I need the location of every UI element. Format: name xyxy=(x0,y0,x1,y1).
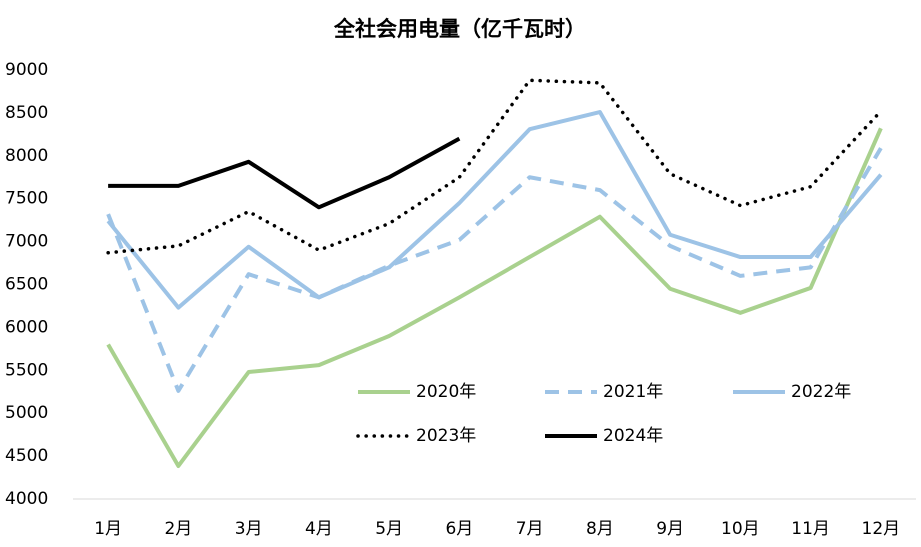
legend-label: 2023年 xyxy=(416,426,476,446)
y-tick-label: 6500 xyxy=(5,275,48,295)
y-tick-label: 9000 xyxy=(5,60,48,80)
y-tick-label: 8000 xyxy=(5,146,48,166)
chart-title: 全社会用电量（亿千瓦时） xyxy=(333,17,586,41)
x-tick-label: 10月 xyxy=(721,519,760,539)
x-tick-label: 6月 xyxy=(445,519,473,539)
y-tick-label: 4500 xyxy=(5,446,48,466)
y-tick-label: 7000 xyxy=(5,232,48,252)
legend-label: 2022年 xyxy=(791,382,851,402)
legend-label: 2020年 xyxy=(416,382,476,402)
x-tick-label: 12月 xyxy=(862,519,901,539)
y-tick-label: 8500 xyxy=(5,103,48,123)
y-tick-label: 7500 xyxy=(5,189,48,209)
x-tick-label: 3月 xyxy=(235,519,263,539)
y-tick-label: 5500 xyxy=(5,360,48,380)
y-tick-label: 5000 xyxy=(5,403,48,423)
x-tick-label: 2月 xyxy=(164,519,192,539)
series-line xyxy=(106,127,883,468)
x-tick-label: 11月 xyxy=(791,519,830,539)
series-line xyxy=(106,110,883,310)
y-tick-label: 6000 xyxy=(5,317,48,337)
x-tick-label: 5月 xyxy=(375,519,403,539)
x-tick-label: 8月 xyxy=(586,519,614,539)
legend-label: 2024年 xyxy=(603,426,663,446)
x-tick-label: 7月 xyxy=(516,519,544,539)
x-tick-label: 1月 xyxy=(94,519,122,539)
legend-label: 2021年 xyxy=(603,382,663,402)
x-tick-label: 9月 xyxy=(656,519,684,539)
series-line xyxy=(106,147,883,393)
series-line xyxy=(108,136,461,210)
x-tick-label: 4月 xyxy=(305,519,333,539)
y-tick-label: 4000 xyxy=(5,489,48,509)
